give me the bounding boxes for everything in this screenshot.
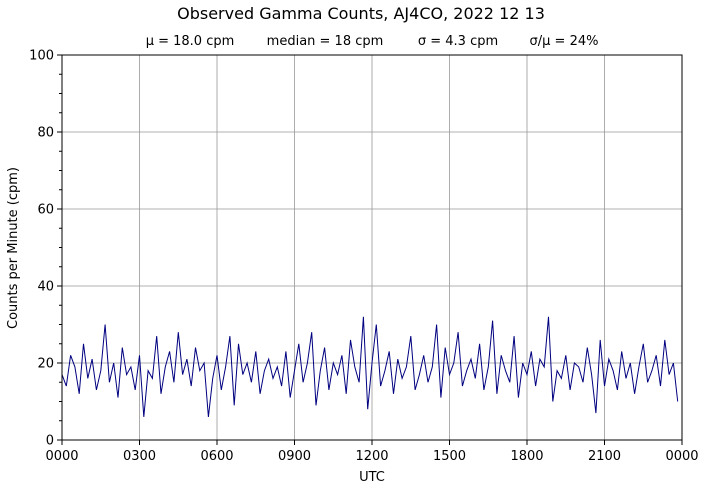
x-axis-label: UTC xyxy=(359,470,385,485)
y-tick-label: 60 xyxy=(37,203,54,218)
x-tick-label: 0300 xyxy=(123,449,156,464)
y-tick-label: 40 xyxy=(37,280,54,295)
stat-sigma: σ = 4.3 cpm xyxy=(418,34,498,49)
x-tick-label: 1800 xyxy=(510,449,543,464)
x-tick-label: 0000 xyxy=(45,449,78,464)
x-tick-label: 0900 xyxy=(278,449,311,464)
y-tick-label: 80 xyxy=(37,126,54,141)
series-line xyxy=(61,316,679,417)
stat-mean: μ = 18.0 cpm xyxy=(146,34,235,49)
y-tick-label: 100 xyxy=(29,49,54,64)
x-tick-label: 0000 xyxy=(665,449,698,464)
y-tick-label: 0 xyxy=(46,434,54,449)
y-axis-label: Counts per Minute (cpm) xyxy=(6,167,21,329)
axis-ticks: 0 20 40 60 80 100 0000 0300 0600 0900 1200 1500 1800… xyxy=(29,49,698,465)
grid xyxy=(62,55,682,440)
x-tick-label: 1500 xyxy=(433,449,466,464)
stat-cv: σ/μ = 24% xyxy=(530,34,599,49)
chart-title: Observed Gamma Counts, AJ4CO, 2022 12 13 xyxy=(177,4,545,23)
stat-median: median = 18 cpm xyxy=(267,34,384,49)
x-tick-label: 2100 xyxy=(588,449,621,464)
x-tick-label: 0600 xyxy=(200,449,233,464)
x-tick-label: 1200 xyxy=(355,449,388,464)
y-tick-label: 20 xyxy=(37,357,54,372)
